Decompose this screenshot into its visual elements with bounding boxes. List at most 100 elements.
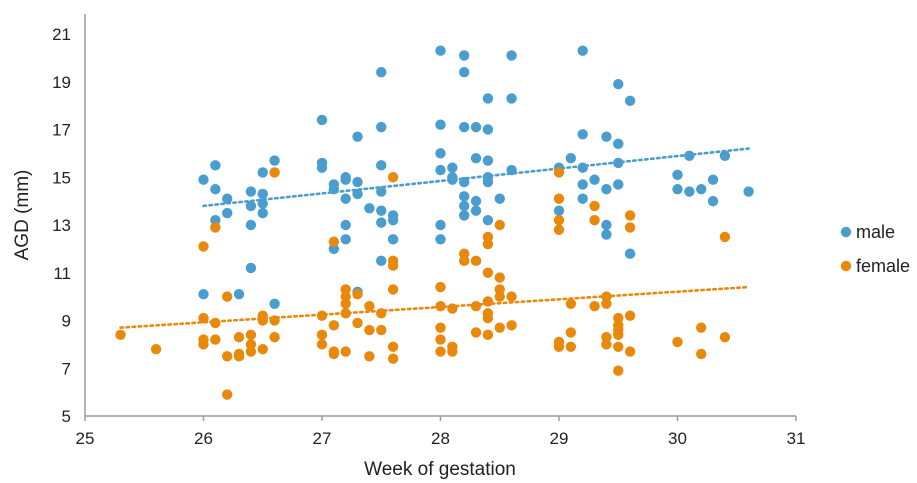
x-tick-label: 25 bbox=[76, 429, 95, 448]
male-point bbox=[577, 45, 588, 56]
x-tick-label: 26 bbox=[194, 429, 213, 448]
male-point bbox=[387, 234, 399, 245]
y-tick-label: 17 bbox=[52, 121, 71, 140]
male-point bbox=[684, 150, 695, 161]
female-point bbox=[364, 351, 375, 362]
male-point bbox=[601, 131, 612, 142]
male-point bbox=[601, 229, 612, 240]
female-point bbox=[257, 343, 268, 355]
male-point bbox=[352, 131, 363, 142]
legend-marker-female bbox=[840, 260, 852, 272]
y-tick-labels: 5 7 9 11 13 15 17 19 21 bbox=[52, 25, 71, 426]
male-point bbox=[613, 138, 624, 150]
female-point bbox=[589, 215, 600, 226]
female-point bbox=[589, 200, 600, 212]
female-point bbox=[328, 348, 340, 360]
male-point bbox=[210, 215, 221, 226]
male-point bbox=[376, 217, 387, 228]
male-point bbox=[506, 93, 517, 104]
female-point bbox=[553, 224, 565, 235]
female-point bbox=[482, 231, 494, 243]
female-point bbox=[233, 332, 245, 343]
male-point bbox=[245, 186, 257, 197]
male-point bbox=[506, 50, 517, 61]
male-point bbox=[233, 289, 245, 300]
male-point bbox=[470, 205, 482, 216]
male-point bbox=[577, 162, 588, 173]
female-point bbox=[376, 324, 387, 336]
female-point bbox=[553, 193, 565, 204]
male-point bbox=[376, 186, 387, 197]
male-point bbox=[459, 176, 470, 188]
female-point bbox=[494, 219, 505, 231]
male-point bbox=[376, 205, 387, 216]
male-point bbox=[506, 164, 517, 176]
male-point bbox=[352, 176, 363, 188]
male-point bbox=[482, 215, 494, 226]
female-point bbox=[624, 310, 636, 321]
female-point bbox=[210, 317, 221, 329]
male-point bbox=[257, 207, 268, 219]
female-point bbox=[269, 332, 280, 343]
female-point bbox=[150, 343, 162, 355]
data-points bbox=[115, 45, 754, 400]
male-point bbox=[470, 121, 482, 133]
male-point bbox=[210, 183, 221, 195]
female-point bbox=[494, 272, 505, 283]
male-point bbox=[210, 160, 221, 171]
male-point bbox=[613, 78, 624, 90]
male-point bbox=[470, 152, 482, 164]
male-point bbox=[447, 162, 458, 173]
male-point bbox=[257, 167, 268, 178]
x-tick-label: 28 bbox=[431, 429, 450, 448]
female-point bbox=[719, 332, 731, 343]
male-point bbox=[435, 234, 446, 245]
female-point bbox=[340, 308, 351, 319]
female-point bbox=[506, 291, 517, 302]
female-point bbox=[364, 300, 375, 312]
male-point bbox=[245, 262, 257, 274]
female-point bbox=[387, 284, 399, 295]
female-point bbox=[269, 315, 280, 326]
male-point bbox=[577, 193, 588, 204]
y-tick-label: 13 bbox=[52, 216, 71, 235]
y-tick-label: 21 bbox=[52, 25, 71, 44]
female-point bbox=[222, 389, 233, 400]
male-point bbox=[328, 243, 340, 255]
female-point bbox=[565, 298, 577, 309]
female-point bbox=[696, 322, 707, 333]
female-point bbox=[435, 346, 446, 357]
y-tick-label: 11 bbox=[53, 264, 71, 283]
male-point bbox=[435, 164, 446, 176]
female-point bbox=[387, 341, 399, 352]
male-point bbox=[376, 160, 387, 171]
female-point bbox=[601, 298, 612, 309]
female-point bbox=[257, 315, 268, 326]
male-point bbox=[482, 176, 494, 188]
male-point bbox=[482, 124, 494, 135]
female-point bbox=[387, 260, 399, 271]
male-point bbox=[328, 183, 340, 195]
x-tick-label: 29 bbox=[550, 429, 569, 448]
female-point bbox=[482, 238, 494, 250]
female-point bbox=[340, 291, 351, 302]
male-point bbox=[364, 203, 375, 214]
female-point bbox=[245, 329, 257, 341]
female-point bbox=[624, 222, 636, 233]
male-point bbox=[719, 150, 731, 161]
female-point bbox=[435, 281, 446, 293]
female-point bbox=[222, 291, 233, 302]
legend-label-female: female bbox=[856, 256, 910, 276]
male-point bbox=[577, 179, 588, 190]
female-point bbox=[613, 329, 624, 341]
female-point bbox=[553, 341, 565, 352]
male-point bbox=[459, 50, 470, 61]
female-point bbox=[340, 346, 351, 357]
male-point bbox=[316, 162, 328, 173]
male-point bbox=[376, 67, 387, 78]
female-point bbox=[719, 231, 731, 243]
female-point bbox=[494, 291, 505, 302]
female-point bbox=[435, 322, 446, 333]
male-point bbox=[672, 183, 683, 195]
x-tick-labels: 25 26 27 28 29 30 31 bbox=[76, 416, 805, 448]
